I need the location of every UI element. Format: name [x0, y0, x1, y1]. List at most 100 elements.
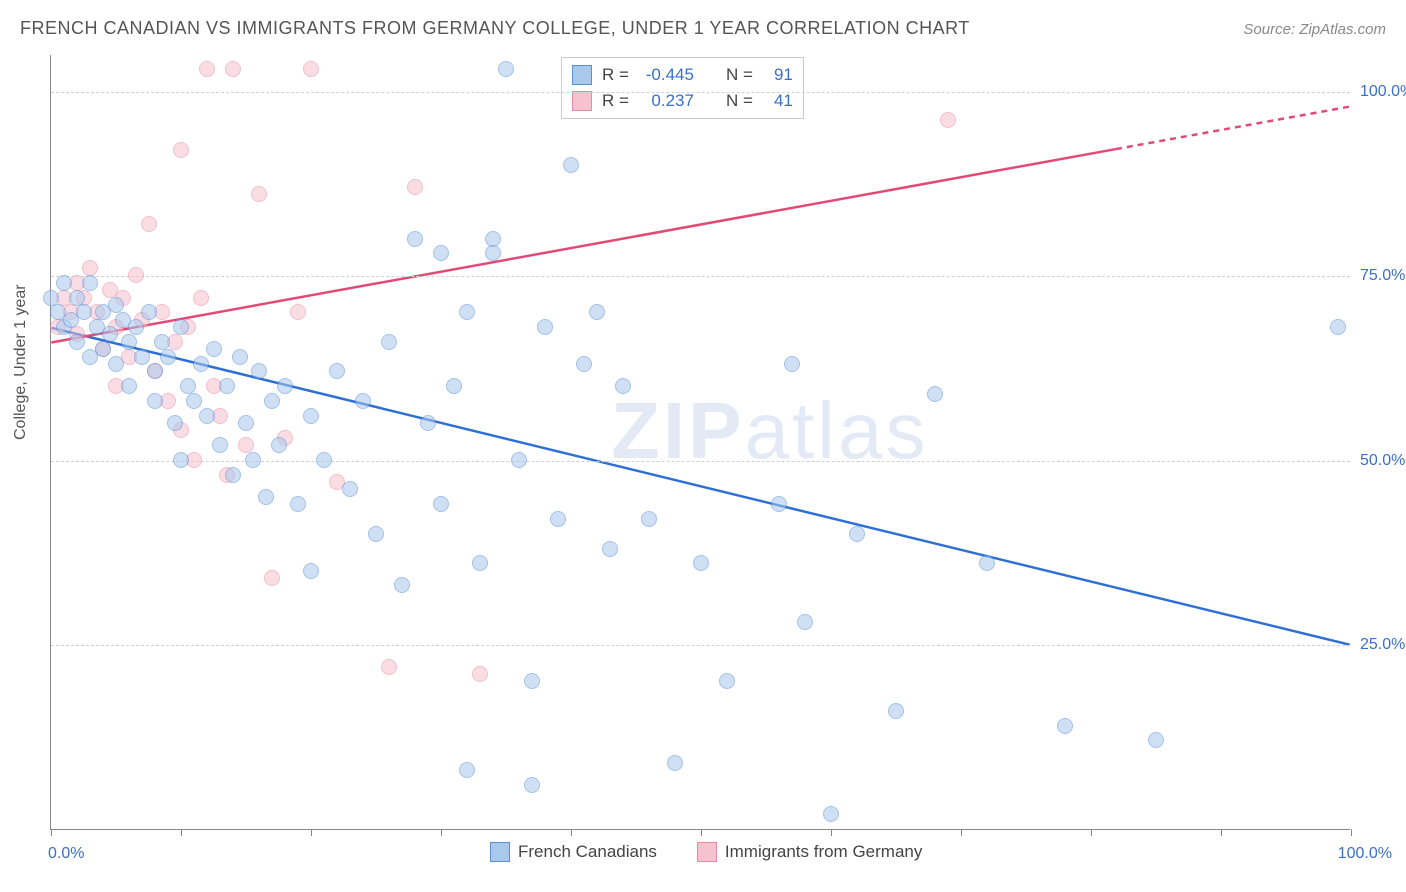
- scatter-point: [134, 349, 150, 365]
- bottom-legend-item: Immigrants from Germany: [697, 842, 922, 862]
- scatter-point: [849, 526, 865, 542]
- scatter-point: [264, 570, 280, 586]
- scatter-point: [167, 415, 183, 431]
- scatter-point: [82, 275, 98, 291]
- gridline-h: [51, 276, 1350, 277]
- scatter-point: [141, 216, 157, 232]
- scatter-point: [784, 356, 800, 372]
- scatter-point: [147, 393, 163, 409]
- scatter-point: [219, 378, 235, 394]
- scatter-point: [381, 659, 397, 675]
- scatter-point: [69, 290, 85, 306]
- gridline-h: [51, 92, 1350, 93]
- correlation-legend: R =-0.445N =91R =0.237N =41: [561, 57, 804, 119]
- x-tick: [1221, 829, 1222, 836]
- scatter-point: [485, 245, 501, 261]
- x-tick: [831, 829, 832, 836]
- scatter-point: [193, 290, 209, 306]
- scatter-point: [180, 378, 196, 394]
- scatter-point: [277, 378, 293, 394]
- scatter-point: [797, 614, 813, 630]
- scatter-point: [1057, 718, 1073, 734]
- scatter-point: [576, 356, 592, 372]
- scatter-point: [433, 245, 449, 261]
- scatter-point: [108, 297, 124, 313]
- scatter-point: [128, 267, 144, 283]
- scatter-point: [433, 496, 449, 512]
- scatter-point: [459, 304, 475, 320]
- scatter-point: [472, 555, 488, 571]
- scatter-point: [193, 356, 209, 372]
- legend-swatch: [572, 65, 592, 85]
- scatter-point: [667, 755, 683, 771]
- scatter-point: [1330, 319, 1346, 335]
- scatter-point: [719, 673, 735, 689]
- scatter-point: [407, 179, 423, 195]
- scatter-point: [95, 341, 111, 357]
- x-tick: [311, 829, 312, 836]
- x-tick: [181, 829, 182, 836]
- scatter-point: [368, 526, 384, 542]
- scatter-point: [290, 304, 306, 320]
- scatter-point: [303, 563, 319, 579]
- scatter-point: [56, 275, 72, 291]
- scatter-point: [290, 496, 306, 512]
- y-tick-label: 25.0%: [1360, 636, 1406, 654]
- scatter-point: [979, 555, 995, 571]
- scatter-point: [238, 437, 254, 453]
- x-tick: [961, 829, 962, 836]
- legend-swatch: [697, 842, 717, 862]
- scatter-point: [303, 61, 319, 77]
- y-tick-label: 75.0%: [1360, 267, 1406, 285]
- scatter-point: [498, 61, 514, 77]
- legend-swatch: [572, 91, 592, 111]
- watermark: ZIPatlas: [611, 385, 928, 477]
- y-tick-label: 50.0%: [1360, 452, 1406, 470]
- scatter-point: [342, 481, 358, 497]
- scatter-point: [121, 378, 137, 394]
- trend-line-extrapolated: [1116, 107, 1350, 149]
- scatter-point: [173, 142, 189, 158]
- scatter-point: [316, 452, 332, 468]
- x-tick: [1091, 829, 1092, 836]
- scatter-point: [199, 408, 215, 424]
- scatter-point: [173, 319, 189, 335]
- scatter-point: [82, 260, 98, 276]
- scatter-point: [485, 231, 501, 247]
- bottom-legend-item: French Canadians: [490, 842, 657, 862]
- bottom-legend-label: French Canadians: [518, 842, 657, 862]
- x-tick: [571, 829, 572, 836]
- x-tick: [441, 829, 442, 836]
- source-attribution: Source: ZipAtlas.com: [1243, 21, 1386, 38]
- series-legend: French Canadians Immigrants from Germany: [490, 842, 922, 862]
- scatter-point: [128, 319, 144, 335]
- legend-n-label: N =: [726, 62, 753, 88]
- legend-swatch: [490, 842, 510, 862]
- scatter-point: [537, 319, 553, 335]
- scatter-point: [394, 577, 410, 593]
- scatter-point: [355, 393, 371, 409]
- bottom-legend-label: Immigrants from Germany: [725, 842, 922, 862]
- scatter-point: [108, 356, 124, 372]
- scatter-point: [602, 541, 618, 557]
- scatter-point: [329, 363, 345, 379]
- scatter-point: [459, 762, 475, 778]
- source-name: ZipAtlas.com: [1299, 21, 1386, 38]
- scatter-point: [154, 334, 170, 350]
- scatter-point: [173, 452, 189, 468]
- scatter-point: [251, 363, 267, 379]
- scatter-point: [407, 231, 423, 247]
- scatter-point: [238, 415, 254, 431]
- scatter-point: [271, 437, 287, 453]
- legend-row: R =-0.445N =91: [572, 62, 793, 88]
- scatter-point: [927, 386, 943, 402]
- plot-area: ZIPatlas R =-0.445N =91R =0.237N =41 25.…: [50, 55, 1350, 830]
- x-tick: [51, 829, 52, 836]
- scatter-point: [641, 511, 657, 527]
- scatter-point: [446, 378, 462, 394]
- legend-n-value: 91: [763, 62, 793, 88]
- trend-line: [51, 149, 1116, 342]
- scatter-point: [206, 341, 222, 357]
- x-tick: [701, 829, 702, 836]
- x-axis-min-label: 0.0%: [48, 845, 84, 863]
